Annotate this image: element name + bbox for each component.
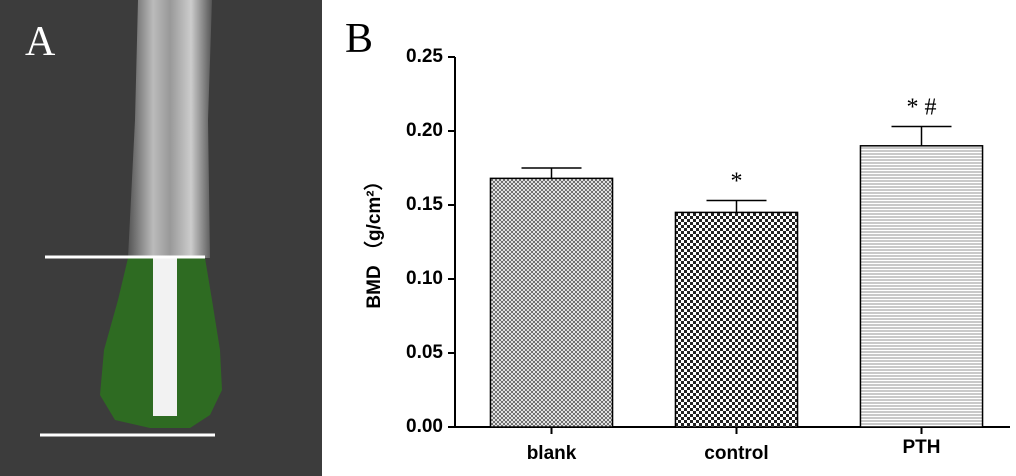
y-axis-label: BMD （g/cm²） [362,171,385,308]
y-tick-label: 0.10 [406,268,443,289]
y-tick-label: 0.05 [406,342,443,363]
page: A B BMD （g/cm²） 0.00 0.05 0.10 0.15 0.20 0.25… [0,0,1016,476]
bar [860,146,982,427]
x-tick-label: blank [527,443,577,464]
y-tick-label: 0.15 [406,194,443,215]
bar [490,178,612,427]
panel-label: A [25,19,56,65]
marrow-strip [153,258,177,416]
significance-annotation: * [731,169,743,195]
figure: A B BMD （g/cm²） 0.00 0.05 0.10 0.15 0.20 0.25… [0,0,1016,476]
x-tick-label: control [704,443,768,464]
error-bar [892,127,952,146]
y-tick-label: 0.25 [406,46,443,67]
error-bar [707,201,767,213]
x-tick-label: PTH [903,437,941,458]
bar [675,212,797,427]
error-bar [522,168,582,178]
bone-shaft [128,0,212,258]
y-tick-label: 0.20 [406,120,443,141]
panel-label: B [345,16,373,62]
significance-annotation: * # [907,95,937,121]
xray-panel: A [0,0,322,476]
y-tick-label: 0.00 [406,416,443,437]
